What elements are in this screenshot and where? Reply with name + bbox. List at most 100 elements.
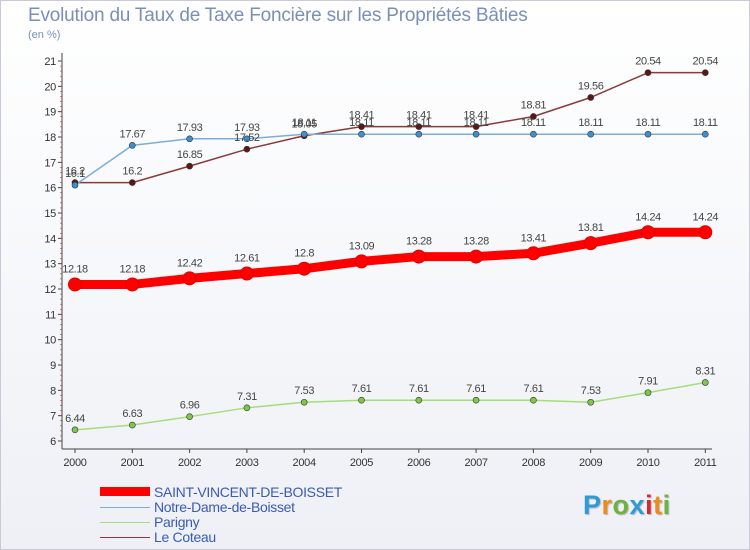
y-tick-label: 13 bbox=[44, 259, 56, 271]
data-label: 7.61 bbox=[352, 383, 372, 395]
series-line bbox=[74, 381, 707, 431]
data-label: 18.41 bbox=[349, 110, 375, 122]
data-label: 18.81 bbox=[521, 99, 547, 111]
data-point bbox=[698, 225, 713, 240]
data-point bbox=[358, 396, 365, 404]
data-point bbox=[644, 69, 652, 76]
data-label: 18.11 bbox=[693, 117, 718, 129]
data-label: 17.52 bbox=[234, 132, 260, 144]
y-tick-label: 6 bbox=[50, 436, 56, 448]
legend-label: SAINT-VINCENT-DE-BOISSET bbox=[154, 484, 343, 500]
data-point bbox=[701, 130, 709, 138]
data-point bbox=[243, 404, 251, 412]
data-point bbox=[297, 261, 312, 276]
x-tick-label: 2003 bbox=[235, 457, 258, 469]
data-label: 18.11 bbox=[406, 117, 431, 129]
data-point bbox=[243, 135, 251, 143]
data-label: 12.42 bbox=[177, 257, 203, 269]
data-point bbox=[472, 130, 480, 138]
proxiti-logo: Proxiti bbox=[583, 490, 671, 521]
data-point bbox=[125, 277, 140, 292]
chart-title: Evolution du Taux de Taxe Foncière sur l… bbox=[28, 5, 528, 26]
data-label: 12.61 bbox=[234, 253, 260, 265]
data-point bbox=[239, 266, 254, 281]
data-label: 6.63 bbox=[122, 408, 142, 420]
data-point bbox=[129, 179, 136, 186]
logo-letter: i bbox=[662, 490, 671, 520]
y-tick-label: 17 bbox=[44, 157, 56, 169]
legend-label: Notre-Dame-de-Boisset bbox=[154, 499, 295, 515]
data-label: 7.53 bbox=[294, 385, 314, 397]
logo-letter: t bbox=[653, 490, 663, 520]
data-label: 12.18 bbox=[120, 263, 146, 275]
data-point bbox=[358, 130, 365, 138]
x-tick-label: 2002 bbox=[178, 457, 201, 469]
data-point bbox=[415, 396, 423, 404]
data-point bbox=[587, 130, 595, 138]
data-label: 13.28 bbox=[406, 236, 432, 248]
data-point bbox=[644, 389, 652, 396]
data-point bbox=[587, 398, 595, 406]
y-tick-label: 14 bbox=[44, 233, 56, 245]
x-tick-label: 2006 bbox=[407, 457, 430, 469]
y-tick-label: 19 bbox=[44, 107, 56, 119]
data-point bbox=[354, 254, 369, 269]
data-point bbox=[415, 123, 423, 130]
data-point bbox=[530, 396, 537, 404]
data-label: 20.54 bbox=[693, 56, 719, 68]
logo-letter: r bbox=[601, 490, 613, 520]
legend-swatch bbox=[100, 537, 150, 538]
x-tick-label: 2009 bbox=[579, 457, 602, 469]
data-label: 18.41 bbox=[463, 110, 489, 122]
data-label: 12.18 bbox=[62, 263, 88, 275]
data-point bbox=[182, 271, 197, 286]
data-point bbox=[701, 69, 709, 76]
chart-unit: (en %) bbox=[28, 29, 61, 41]
data-label: 6.96 bbox=[180, 400, 200, 412]
data-label: 13.81 bbox=[578, 222, 604, 234]
logo-letter: i bbox=[645, 490, 654, 520]
data-point bbox=[186, 413, 193, 420]
data-label: 16.2 bbox=[65, 166, 85, 178]
data-label: 7.61 bbox=[409, 383, 429, 395]
y-tick-label: 8 bbox=[50, 385, 56, 397]
series-markers bbox=[68, 69, 713, 434]
series-line bbox=[74, 133, 707, 186]
data-point bbox=[526, 246, 541, 261]
data-label: 18.11 bbox=[521, 117, 546, 129]
legend-swatch bbox=[100, 487, 150, 496]
y-tick-label: 7 bbox=[50, 411, 56, 423]
data-label: 16.2 bbox=[122, 166, 142, 178]
legend-label: Le Coteau bbox=[154, 529, 216, 545]
data-label: 7.61 bbox=[466, 383, 486, 395]
data-label: 17.93 bbox=[234, 122, 260, 134]
legend-label: Parigny bbox=[154, 514, 200, 530]
data-label: 16.1 bbox=[65, 168, 85, 180]
logo-letter: o bbox=[612, 490, 630, 520]
data-point bbox=[641, 225, 655, 240]
data-point bbox=[469, 249, 484, 264]
y-tick-label: 18 bbox=[44, 132, 56, 144]
y-tick-label: 16 bbox=[44, 183, 56, 195]
data-label: 16.85 bbox=[177, 149, 203, 161]
y-tick-label: 15 bbox=[44, 208, 56, 220]
data-label: 18.11 bbox=[464, 117, 489, 129]
data-label: 18.11 bbox=[578, 117, 603, 129]
x-tick-label: 2001 bbox=[121, 457, 144, 469]
data-point bbox=[472, 123, 480, 130]
data-label: 13.09 bbox=[349, 240, 375, 252]
y-tick-label: 21 bbox=[44, 56, 56, 68]
y-tick-label: 9 bbox=[50, 360, 56, 372]
y-tick-label: 10 bbox=[44, 335, 56, 347]
data-point bbox=[644, 130, 652, 138]
data-label: 20.54 bbox=[635, 56, 661, 68]
data-label: 17.67 bbox=[120, 128, 146, 140]
data-label: 13.41 bbox=[521, 232, 547, 244]
data-point bbox=[186, 162, 193, 170]
series-lines bbox=[70, 71, 710, 431]
data-label: 14.24 bbox=[635, 211, 661, 223]
data-point bbox=[587, 94, 595, 101]
legend-swatch bbox=[100, 522, 150, 523]
data-point bbox=[68, 277, 82, 292]
